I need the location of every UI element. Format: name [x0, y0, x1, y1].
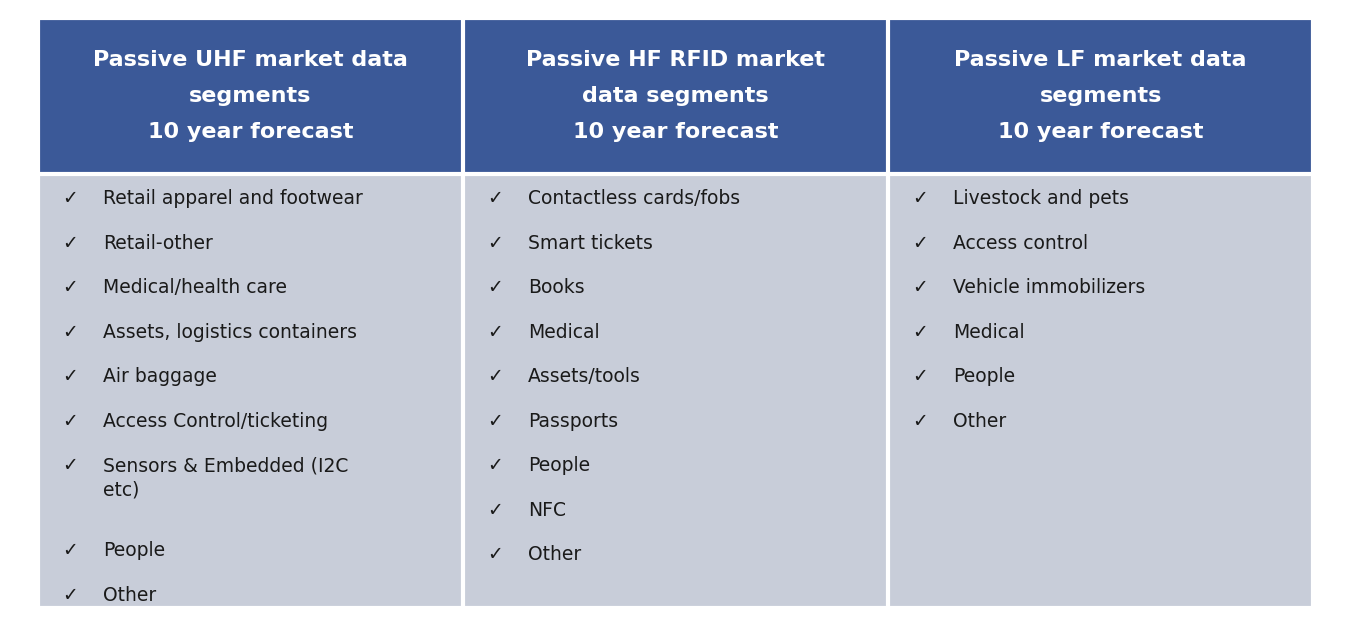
Text: ✓: ✓ — [488, 189, 503, 209]
Text: ✓: ✓ — [912, 323, 928, 342]
Text: ✓: ✓ — [912, 279, 928, 298]
Bar — [463, 18, 888, 174]
Text: Other: Other — [952, 412, 1006, 431]
Text: ✓: ✓ — [62, 368, 78, 386]
Text: ✓: ✓ — [488, 368, 503, 386]
Text: Medical: Medical — [952, 323, 1024, 342]
Text: People: People — [103, 541, 165, 560]
Text: ✓: ✓ — [488, 546, 503, 564]
Text: Retail apparel and footwear: Retail apparel and footwear — [103, 189, 362, 209]
Text: ✓: ✓ — [62, 189, 78, 209]
Text: ✓: ✓ — [62, 586, 78, 604]
Text: ✓: ✓ — [912, 234, 928, 253]
Text: ✓: ✓ — [488, 501, 503, 520]
Text: Books: Books — [528, 279, 585, 298]
Text: ✓: ✓ — [488, 412, 503, 431]
Text: Smart tickets: Smart tickets — [528, 234, 653, 253]
Text: Assets, logistics containers: Assets, logistics containers — [103, 323, 357, 342]
Text: People: People — [528, 456, 590, 476]
Text: ✓: ✓ — [62, 234, 78, 253]
Text: ✓: ✓ — [912, 189, 928, 209]
Text: Air baggage: Air baggage — [103, 368, 216, 386]
Text: ✓: ✓ — [488, 234, 503, 253]
Text: ✓: ✓ — [62, 323, 78, 342]
Text: ✓: ✓ — [62, 456, 78, 476]
Text: Passports: Passports — [528, 412, 617, 431]
Text: Passive HF RFID market
data segments
10 year forecast: Passive HF RFID market data segments 10 … — [526, 49, 825, 142]
Text: Assets/tools: Assets/tools — [528, 368, 640, 386]
Text: People: People — [952, 368, 1015, 386]
Text: Livestock and pets: Livestock and pets — [952, 189, 1129, 209]
Text: ✓: ✓ — [912, 412, 928, 431]
Text: Other: Other — [103, 586, 155, 604]
Text: Medical: Medical — [528, 323, 600, 342]
Text: Sensors & Embedded (I2C
etc): Sensors & Embedded (I2C etc) — [103, 456, 349, 499]
Text: NFC: NFC — [528, 501, 566, 520]
Text: ✓: ✓ — [488, 456, 503, 476]
Bar — [38, 18, 463, 174]
Text: ✓: ✓ — [62, 279, 78, 298]
Text: Other: Other — [528, 546, 581, 564]
Text: ✓: ✓ — [488, 279, 503, 298]
Text: Access control: Access control — [952, 234, 1088, 253]
Text: Retail-other: Retail-other — [103, 234, 212, 253]
Text: ✓: ✓ — [62, 541, 78, 560]
Bar — [888, 18, 1313, 174]
Text: Contactless cards/fobs: Contactless cards/fobs — [528, 189, 740, 209]
Text: Medical/health care: Medical/health care — [103, 279, 286, 298]
Text: ✓: ✓ — [62, 412, 78, 431]
Text: Vehicle immobilizers: Vehicle immobilizers — [952, 279, 1146, 298]
Text: Access Control/ticketing: Access Control/ticketing — [103, 412, 328, 431]
Text: Passive UHF market data
segments
10 year forecast: Passive UHF market data segments 10 year… — [93, 49, 408, 142]
Text: ✓: ✓ — [488, 323, 503, 342]
Text: ✓: ✓ — [912, 368, 928, 386]
Text: Passive LF market data
segments
10 year forecast: Passive LF market data segments 10 year … — [954, 49, 1247, 142]
